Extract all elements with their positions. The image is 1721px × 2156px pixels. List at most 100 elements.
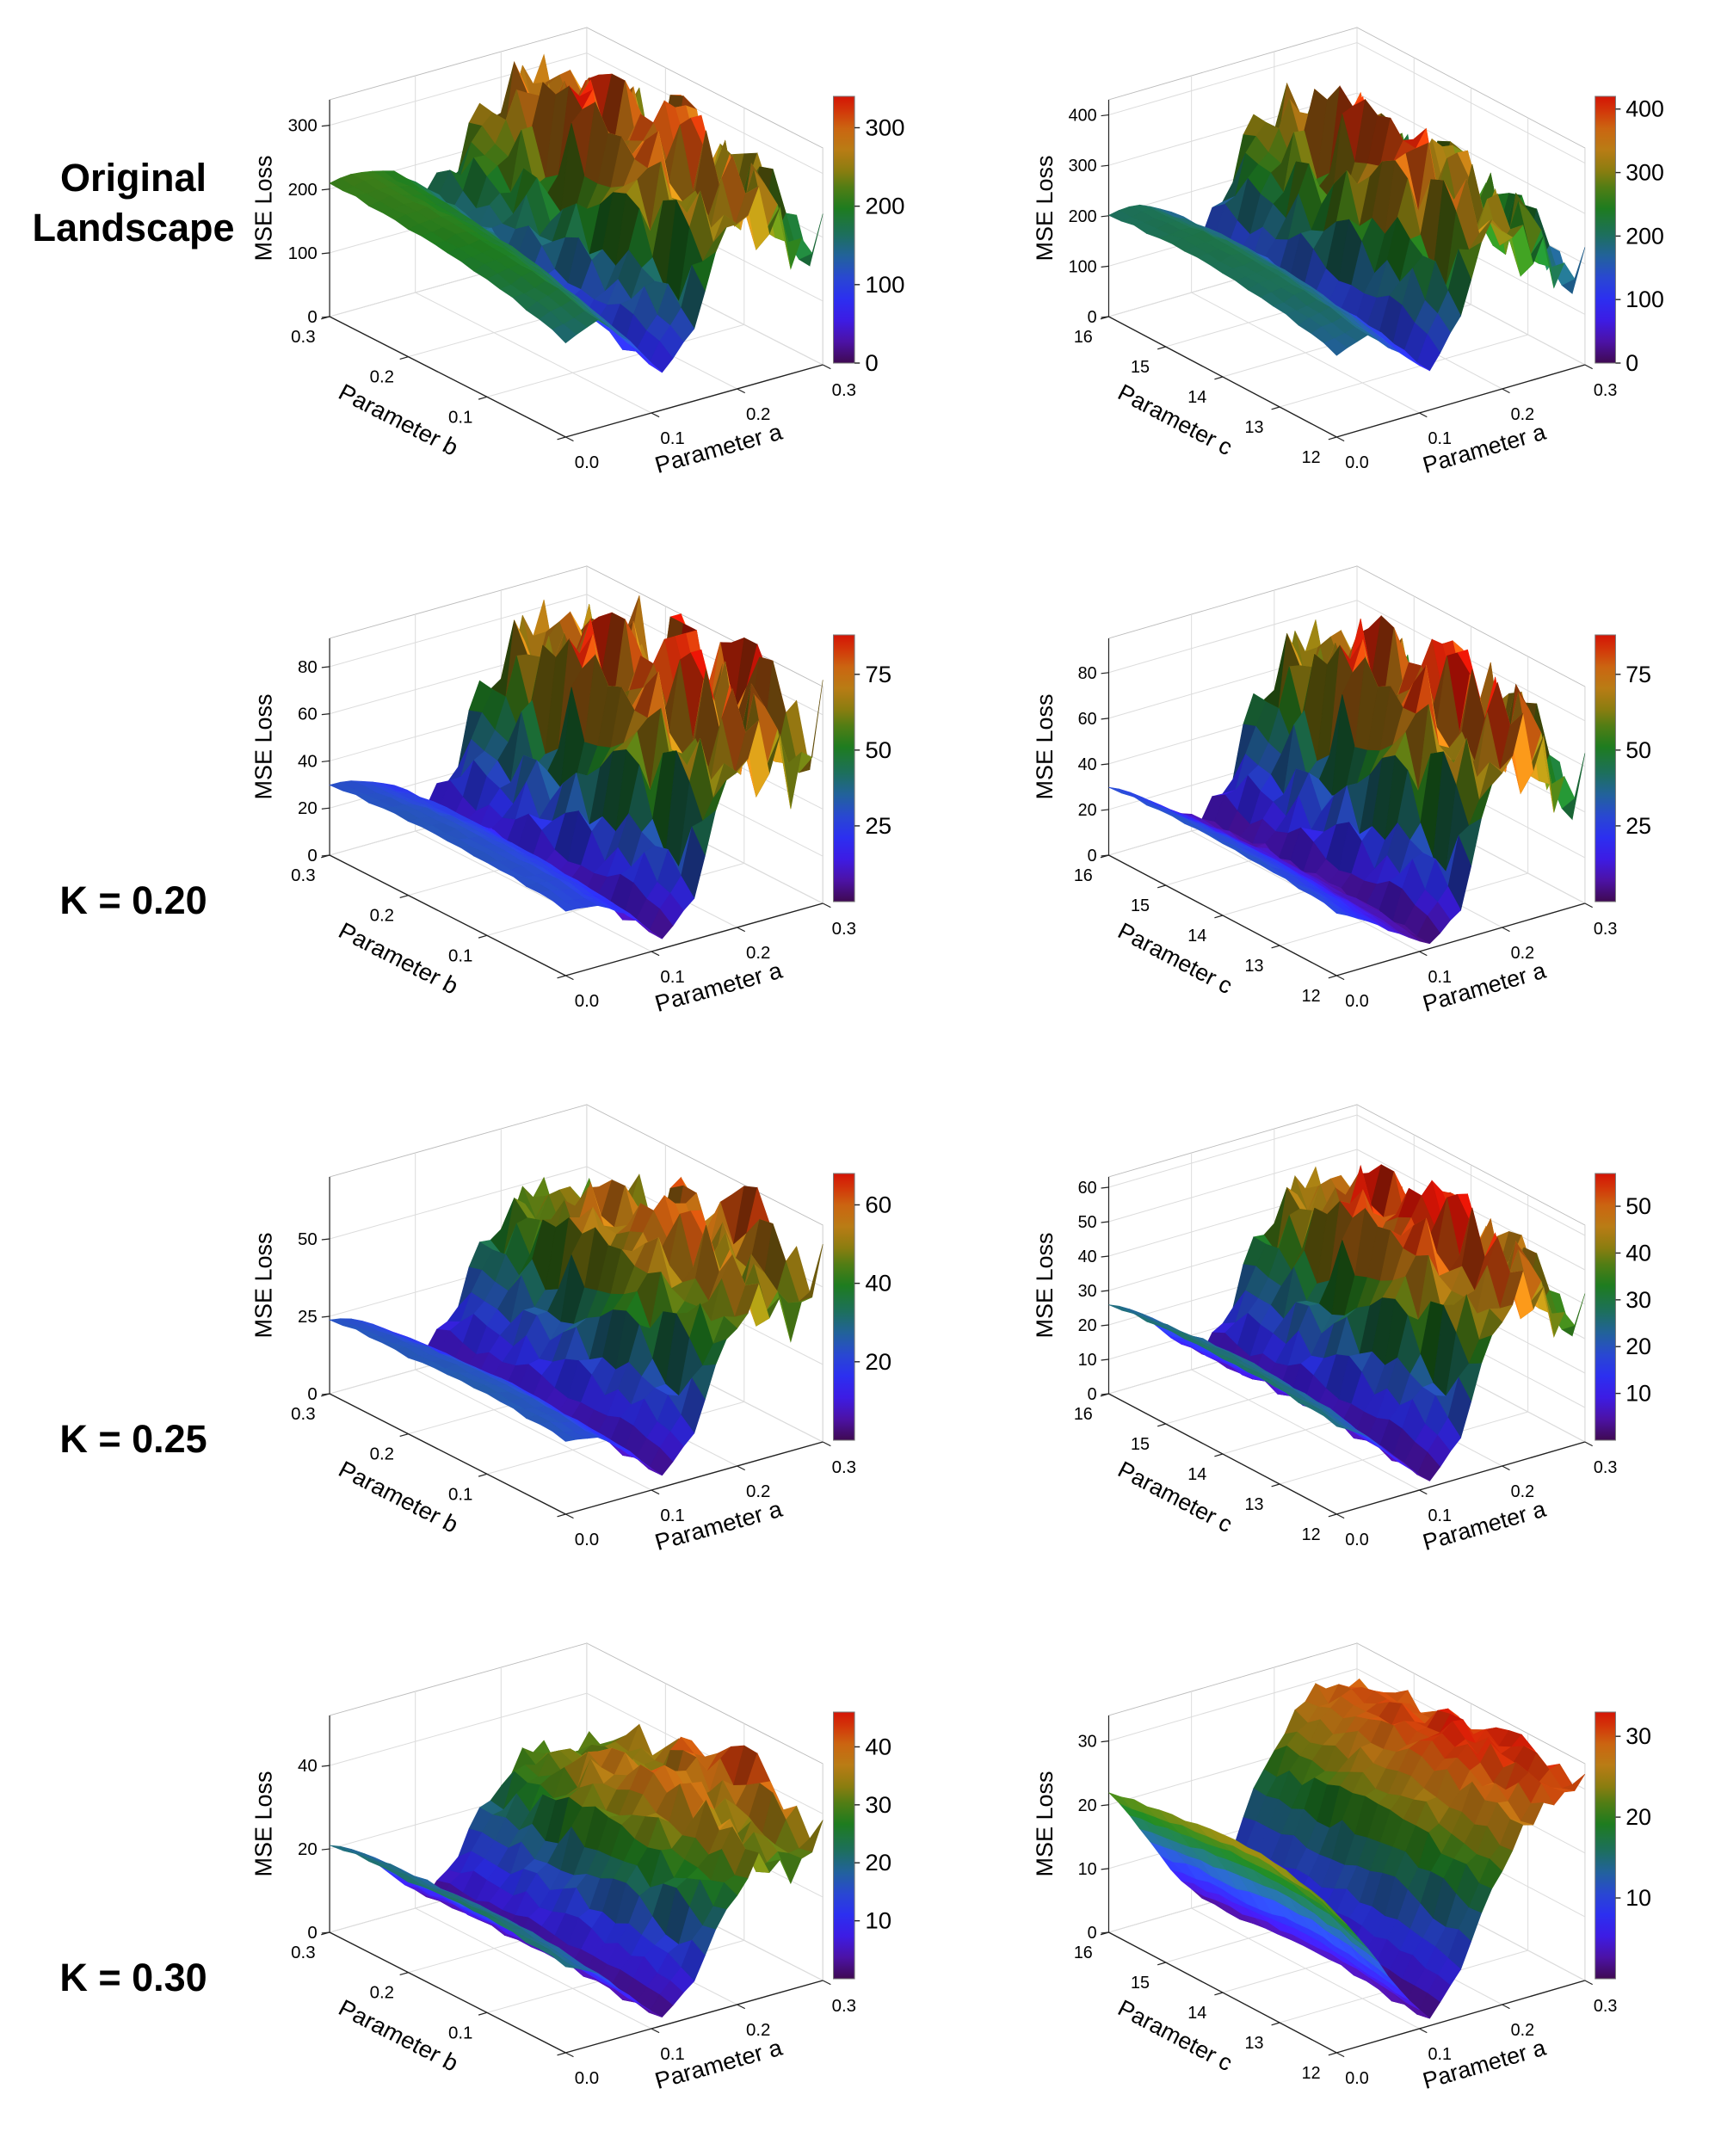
y-tick-label: 0.2: [370, 907, 394, 926]
axis-line: [565, 436, 574, 442]
y-tick-label: 0.2: [370, 1445, 394, 1464]
z-tick-label: 200: [1069, 207, 1097, 226]
surface-facet: [1323, 338, 1348, 356]
axis-line: [1101, 265, 1109, 268]
surface-plot-original-parameter-b: 0.00.10.20.30.10.20.30100200300Parameter…: [250, 27, 904, 478]
x-tick-label: 0.0: [575, 453, 599, 472]
axis-line: [1336, 436, 1345, 442]
y-tick-label: 14: [1187, 927, 1206, 946]
colorbar-tick-label: 50: [1625, 1193, 1651, 1219]
surface-plot-k025-parameter-c: 0.0 0.1 0.2 0.3 12 13 14 15 160 10 20 30 40 50 60 Param…: [1032, 1104, 1651, 1555]
z-tick-label: 100: [1069, 257, 1097, 276]
axis-line: [565, 1441, 823, 1515]
x-tick-label: 0.0: [1345, 453, 1368, 472]
z-tick-label: 20: [298, 1840, 318, 1859]
axis-line: [478, 934, 488, 939]
axis-line: [1108, 854, 1337, 976]
axis-line: [321, 1315, 330, 1318]
z-tick-label: 60: [1078, 710, 1097, 729]
surface-facet: [1323, 1415, 1348, 1430]
colorbar: [833, 95, 855, 364]
figure-row-k020: K = 0.20 0.0 0.1 0.2 0.3 0.1 0.2 0.3 0 20 40 60 80 P…: [0, 539, 1721, 1077]
axis-line: [1101, 1393, 1109, 1395]
colorbar: [1595, 1173, 1616, 1441]
z-axis-label: MSE Loss: [1032, 694, 1058, 800]
y-tick-label: 12: [1302, 2064, 1321, 2083]
surface-plot-k030-parameter-c: 0.0 0.1 0.2 0.3 12 13 14 15 160 10 20 30 Parameter a…: [1032, 1642, 1651, 2094]
axis-line: [1101, 718, 1109, 720]
y-tick-label: 14: [1187, 2004, 1206, 2023]
axis-line: [1101, 1255, 1109, 1258]
axis-line: [1336, 902, 1586, 976]
x-axis-label: Parameter a: [652, 957, 786, 1017]
x-tick-label: 0.2: [746, 1482, 770, 1501]
axis-line: [651, 1489, 660, 1495]
z-tick-label: 20: [1078, 801, 1097, 820]
y-tick-label: 14: [1187, 1465, 1206, 1484]
x-axis-label: Parameter a: [1420, 1496, 1548, 1555]
colorbar-tick-label: 10: [1625, 1380, 1651, 1406]
axis-line: [1108, 1114, 1358, 1188]
x-tick-label: 0.3: [832, 381, 856, 400]
axis-line: [1101, 1868, 1109, 1870]
x-tick-label: 0.2: [1511, 2021, 1534, 2040]
z-tick-label: 80: [1078, 664, 1097, 683]
colorbar: [1595, 1711, 1616, 1980]
y-tick-label: 0.1: [448, 1486, 472, 1505]
z-tick-label: 10: [1078, 1860, 1097, 1879]
axis-line: [1108, 1668, 1358, 1742]
colorbar-tick-label: 75: [865, 661, 891, 687]
axis-line: [1108, 1931, 1337, 2054]
y-tick-label: 0.3: [291, 1943, 315, 1962]
colorbar-tick-label: 100: [1625, 286, 1664, 312]
surface-plot-original-parameter-c: 0.00.10.20.312131415160100200300400Param…: [1032, 27, 1664, 478]
surface-plot-k020-parameter-c: 0.0 0.1 0.2 0.3 12 13 14 15 160 20 40 60 80 Parameter…: [1032, 565, 1651, 1017]
surface-facet: [552, 1956, 577, 1969]
surface-facet: [552, 323, 577, 344]
x-axis-label: Parameter a: [1420, 958, 1548, 1017]
figure-row-k025: K = 0.25 0.0 0.1 0.2 0.3 0.1 0.2 0.3 0 25 50 Param…: [0, 1077, 1721, 1616]
axis-line: [1108, 600, 1358, 674]
y-tick-label: 12: [1302, 448, 1321, 467]
x-axis-label: Parameter a: [652, 418, 786, 478]
axis-line: [1101, 1324, 1109, 1327]
z-tick-label: 40: [298, 753, 318, 772]
z-tick-label: 50: [298, 1230, 318, 1249]
axis-line: [565, 2052, 574, 2058]
x-tick-label: 0.0: [575, 2069, 599, 2088]
z-tick-label: 0: [1088, 1924, 1097, 1943]
z-tick-label: 0: [1088, 847, 1097, 865]
z-tick-label: 50: [1078, 1213, 1097, 1232]
axis-line: [737, 927, 746, 933]
z-axis-label: MSE Loss: [250, 1771, 276, 1877]
axis-line: [1108, 42, 1358, 116]
colorbar-tick-label: 30: [1625, 1723, 1651, 1749]
z-axis-label: MSE Loss: [250, 156, 276, 262]
axis-line: [822, 902, 831, 909]
z-tick-label: 60: [298, 705, 318, 724]
z-tick-label: 40: [298, 1757, 318, 1776]
y-axis-label: Parameter b: [335, 1456, 463, 1538]
y-tick-label: 0.2: [370, 1984, 394, 2003]
z-tick-label: 40: [1078, 755, 1097, 774]
y-axis-label: Parameter b: [335, 379, 463, 461]
axis-line: [1328, 436, 1337, 440]
surface-facet: [1323, 902, 1348, 916]
surface-facet: [552, 1431, 577, 1442]
x-tick-label: 0.3: [1594, 381, 1617, 400]
axis-line: [321, 666, 330, 668]
axis-line: [1157, 1423, 1166, 1427]
colorbar-tick-label: 20: [1625, 1334, 1651, 1359]
axis-line: [1101, 672, 1109, 675]
z-tick-label: 0: [307, 308, 317, 327]
axis-line: [1356, 1114, 1586, 1236]
x-tick-label: 0.1: [1428, 429, 1451, 448]
axis-line: [1101, 164, 1109, 167]
axis-line: [321, 1931, 330, 1934]
axis-line: [399, 895, 409, 899]
y-tick-label: 0.3: [291, 1405, 315, 1424]
y-tick-label: 13: [1244, 418, 1263, 437]
axis-line: [1101, 763, 1109, 766]
axis-line: [1271, 2022, 1280, 2026]
